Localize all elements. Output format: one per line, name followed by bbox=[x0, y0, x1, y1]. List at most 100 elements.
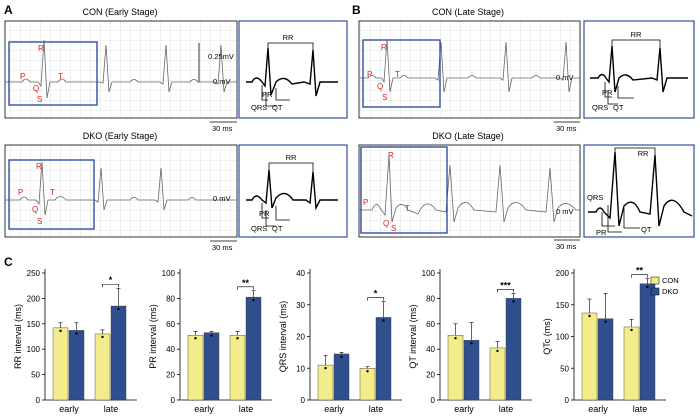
rr-label: RR bbox=[638, 149, 649, 158]
y-tick-label: 40 bbox=[296, 269, 305, 278]
significance-label: ** bbox=[242, 278, 250, 288]
time-scale-label: 30 ms bbox=[556, 124, 577, 133]
zoom-waveform bbox=[590, 45, 688, 93]
ecg-trace-box bbox=[358, 144, 581, 238]
bar bbox=[447, 335, 464, 401]
zoom-region bbox=[8, 41, 98, 106]
data-point bbox=[496, 349, 499, 353]
ecg-title-dko-late: DKO (Late Stage) bbox=[432, 131, 504, 141]
ecg-trace-box bbox=[4, 20, 238, 119]
y-axis-label: PR interval (ms) bbox=[148, 304, 158, 369]
bar bbox=[94, 333, 111, 401]
bar bbox=[623, 326, 640, 401]
y-tick-label: 200 bbox=[556, 269, 570, 278]
data-point bbox=[604, 320, 607, 323]
y-axis-label: RR interval (ms) bbox=[13, 304, 23, 369]
interval-brackets bbox=[261, 85, 290, 107]
bar bbox=[463, 340, 480, 401]
significance-label: * bbox=[374, 289, 378, 299]
y-tick-label: 0 bbox=[431, 396, 436, 405]
legend-label-con: CON bbox=[662, 276, 679, 285]
legend-swatch-con bbox=[650, 276, 660, 285]
qrs-label: QRS bbox=[251, 224, 267, 233]
y-tick-label: 100 bbox=[162, 269, 176, 278]
y-tick-label: 60 bbox=[426, 320, 435, 329]
zoom-box bbox=[583, 20, 695, 119]
bar bbox=[639, 283, 656, 401]
ecg-zoom-con-early: RR PR QRS QT bbox=[238, 20, 348, 119]
ecg-trace-box bbox=[358, 20, 581, 119]
y-tick-label: 30 bbox=[296, 301, 305, 310]
y-tick-label: 200 bbox=[27, 294, 41, 303]
significance-bracket bbox=[631, 274, 648, 278]
y-axis-label: QRS interval (ms) bbox=[278, 301, 288, 373]
wave-label-r: R bbox=[388, 151, 394, 160]
wave-label-s: S bbox=[382, 93, 387, 102]
legend-label-dko: DKO bbox=[662, 287, 678, 296]
zoom-box bbox=[238, 20, 348, 119]
y-tick-label: 20 bbox=[426, 371, 435, 380]
wave-label-p: P bbox=[18, 188, 23, 197]
data-point bbox=[117, 307, 120, 311]
zoom-box bbox=[583, 144, 695, 238]
bar bbox=[597, 318, 614, 401]
zero-mv-label: 0 mV bbox=[556, 73, 574, 82]
wave-label-q: Q bbox=[377, 82, 383, 91]
data-point bbox=[101, 335, 104, 339]
wave-label-p: P bbox=[20, 72, 25, 81]
mv-scale-label: 0.25mV bbox=[208, 52, 234, 61]
data-point bbox=[194, 337, 197, 340]
wave-label-r: R bbox=[38, 44, 44, 53]
wave-label-q: Q bbox=[32, 205, 38, 214]
zoom-waveform bbox=[246, 47, 338, 97]
ecg-dko-late: DKO (Late Stage) 0 mV 30 ms P R Q S T bbox=[358, 131, 581, 251]
qt-label: QT bbox=[272, 224, 283, 233]
wave-label-s: S bbox=[37, 217, 42, 226]
category-label: late bbox=[239, 404, 254, 414]
data-point bbox=[470, 342, 473, 345]
y-tick-label: 80 bbox=[426, 294, 435, 303]
y-tick-label: 20 bbox=[296, 333, 305, 342]
time-scale-label: 30 ms bbox=[212, 124, 233, 133]
panel-letter-c: C bbox=[4, 255, 13, 269]
panel-letter-b: B bbox=[352, 3, 361, 17]
significance-bracket bbox=[102, 283, 119, 288]
bar bbox=[229, 335, 246, 401]
ecg-title-dko-early: DKO (Early Stage) bbox=[83, 131, 158, 141]
y-tick-label: 150 bbox=[556, 301, 570, 310]
qrs-label: QRS bbox=[251, 103, 267, 112]
significance-label: * bbox=[109, 275, 113, 285]
category-label: late bbox=[104, 404, 119, 414]
significance-label: *** bbox=[500, 280, 511, 290]
qt-label: QT bbox=[641, 225, 652, 234]
y-axis-label: QTc (ms) bbox=[542, 318, 552, 355]
ecg-title-con-late: CON (Late Stage) bbox=[432, 7, 504, 17]
ecg-title-con-early: CON (Early Stage) bbox=[82, 7, 157, 17]
time-scale-label: 30 ms bbox=[556, 242, 577, 251]
y-tick-label: 60 bbox=[166, 320, 175, 329]
category-label: early bbox=[454, 404, 474, 414]
ecg-waveform bbox=[359, 154, 580, 223]
wave-label-r: R bbox=[36, 162, 42, 171]
category-label: early bbox=[59, 404, 79, 414]
qt-label: QT bbox=[272, 103, 283, 112]
data-point bbox=[512, 300, 515, 303]
data-point bbox=[382, 319, 385, 322]
y-tick-label: 50 bbox=[560, 364, 569, 373]
bar bbox=[333, 353, 350, 401]
bar bbox=[375, 317, 392, 401]
rr-bracket bbox=[611, 39, 661, 48]
significance-bracket bbox=[237, 286, 254, 290]
y-tick-label: 0 bbox=[565, 396, 570, 405]
data-point bbox=[252, 298, 255, 302]
y-tick-label: 100 bbox=[556, 333, 570, 342]
y-tick-label: 40 bbox=[166, 345, 175, 354]
panel-letter-a: A bbox=[4, 3, 13, 17]
pr-label: PR bbox=[262, 90, 273, 99]
rr-label: RR bbox=[286, 153, 297, 162]
qrs-label: QRS bbox=[592, 103, 608, 112]
category-label: late bbox=[499, 404, 514, 414]
pr-label: PR bbox=[596, 228, 607, 237]
data-point bbox=[588, 314, 591, 318]
